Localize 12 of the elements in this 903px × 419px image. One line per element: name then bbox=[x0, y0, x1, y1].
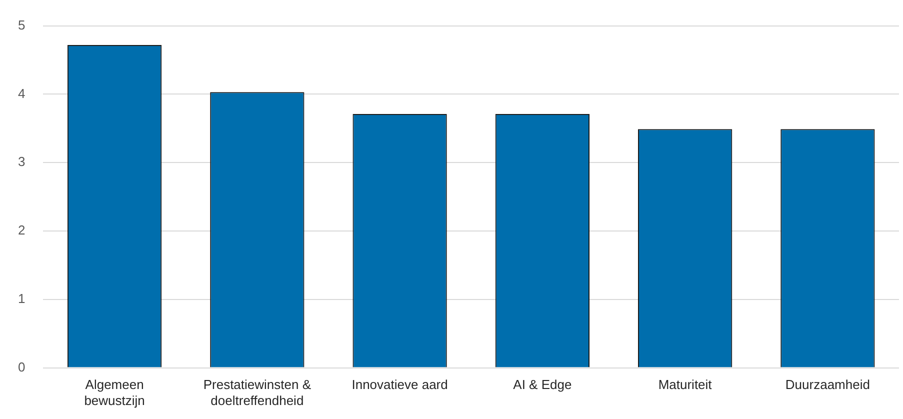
x-tick-label: Prestatiewinsten & doeltreffendheid bbox=[203, 377, 312, 408]
y-tick-label: 3 bbox=[18, 154, 26, 170]
y-tick-label: 1 bbox=[18, 290, 26, 306]
y-tick-label: 4 bbox=[18, 86, 26, 101]
x-tick-label: AI & Edge bbox=[513, 377, 572, 392]
y-tick-label: 5 bbox=[18, 17, 26, 32]
x-tick-label: Duurzaamheid bbox=[785, 377, 870, 392]
y-tick-label: 2 bbox=[18, 222, 26, 238]
x-tick-label: Innovatieve aard bbox=[352, 377, 448, 392]
y-tick-label: 0 bbox=[18, 359, 26, 374]
x-tick-label: Algemeen bewustzijn bbox=[84, 377, 145, 408]
x-tick-label: Maturiteit bbox=[658, 377, 712, 392]
